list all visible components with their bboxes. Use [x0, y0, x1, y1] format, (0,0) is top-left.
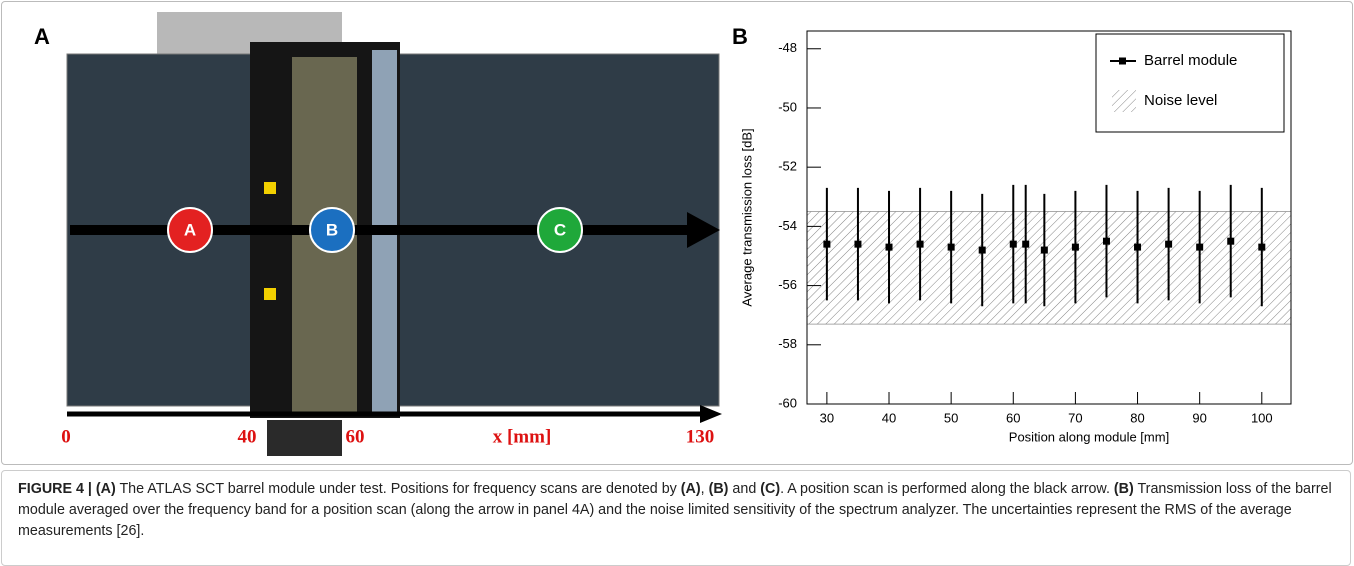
x-tick-label: 30 — [820, 410, 834, 425]
noise-band — [806, 211, 1292, 325]
x-axis-label: Position along module [mm] — [1009, 429, 1169, 444]
point — [947, 243, 955, 251]
caption-text: (B) — [1113, 481, 1134, 497]
caption-text: and — [728, 481, 761, 497]
point — [1040, 246, 1048, 254]
y-axis-label: Average transmission loss [dB] — [739, 128, 754, 306]
legend-box — [1095, 33, 1285, 133]
marker-label: B — [326, 220, 338, 239]
caption-text: . — [140, 523, 145, 539]
figure: A A B C 0 40 60 x [mm] 130 B -60 -58 -56 -54 -52 -50 -48… — [1, 1, 1353, 465]
connector — [267, 420, 342, 456]
y-tick-label: -56 — [778, 277, 797, 292]
marker-label: A — [184, 220, 196, 239]
scale-label: 60 — [346, 426, 365, 447]
y-tick-label: -58 — [778, 336, 797, 351]
legend-marker — [1119, 57, 1126, 65]
x-tick-label: 90 — [1192, 410, 1206, 425]
x-tick-label: 60 — [1006, 410, 1020, 425]
point — [1196, 243, 1204, 251]
pad — [264, 182, 276, 194]
y-tick-label: -52 — [778, 159, 797, 174]
point — [916, 240, 924, 248]
point — [854, 240, 862, 248]
point — [1227, 237, 1235, 245]
point — [1022, 240, 1030, 248]
point — [823, 240, 831, 248]
x-tick-label: 40 — [882, 410, 896, 425]
legend-hatch — [1112, 90, 1136, 112]
x-tick-label: 70 — [1068, 410, 1082, 425]
pad — [264, 288, 276, 300]
legend-label: Noise level — [1144, 92, 1217, 109]
scale-label: 130 — [686, 426, 715, 447]
caption-text: FIGURE 4 | (A) — [18, 481, 116, 497]
module-photo — [66, 12, 722, 456]
y-tick-label: -60 — [778, 395, 797, 410]
x-tick-label: 80 — [1130, 410, 1144, 425]
caption: FIGURE 4 | (A) The ATLAS SCT barrel modu… — [1, 470, 1351, 566]
caption-text: Transmission loss of the barrel module a… — [18, 481, 1332, 539]
point — [1071, 243, 1079, 251]
position-marker — [167, 207, 213, 253]
position-marker — [309, 207, 355, 253]
caption-text: [26] — [116, 523, 141, 539]
point — [1165, 240, 1173, 248]
y-tick-label: -48 — [778, 40, 797, 55]
panel-label: A — [34, 24, 50, 49]
scale-label: x [mm] — [493, 426, 552, 447]
caption-text: (C) — [760, 481, 781, 497]
caption-text: The ATLAS SCT barrel module under test. … — [115, 481, 681, 497]
point — [1258, 243, 1266, 251]
scale-arrowhead — [700, 405, 722, 423]
x-tick-label: 50 — [944, 410, 958, 425]
y-tick-label: -50 — [778, 99, 797, 114]
point — [1009, 240, 1017, 248]
caption-text: , — [700, 481, 709, 497]
figure-svg: A A B C 0 40 60 x [mm] 130 B -60 -58 -56 -54 -52 -50 -48… — [34, 12, 1292, 456]
panel-label: B — [732, 24, 748, 49]
plot-frame — [806, 30, 1292, 405]
caption-text: (A) — [680, 481, 701, 497]
scan-arrowhead — [687, 212, 720, 248]
point — [1134, 243, 1142, 251]
marker-label: C — [554, 220, 566, 239]
scale-label: 0 — [61, 426, 71, 447]
point — [885, 243, 893, 251]
x-tick-label: 100 — [1251, 410, 1273, 425]
position-marker — [537, 207, 583, 253]
legend-label: Barrel module — [1144, 52, 1237, 69]
point — [1102, 237, 1110, 245]
scale-label: 40 — [238, 426, 257, 447]
y-tick-label: -54 — [778, 218, 797, 233]
point — [978, 246, 986, 254]
caption-text: (B) — [708, 481, 729, 497]
caption-text: . A position scan is performed along the… — [780, 481, 1114, 497]
